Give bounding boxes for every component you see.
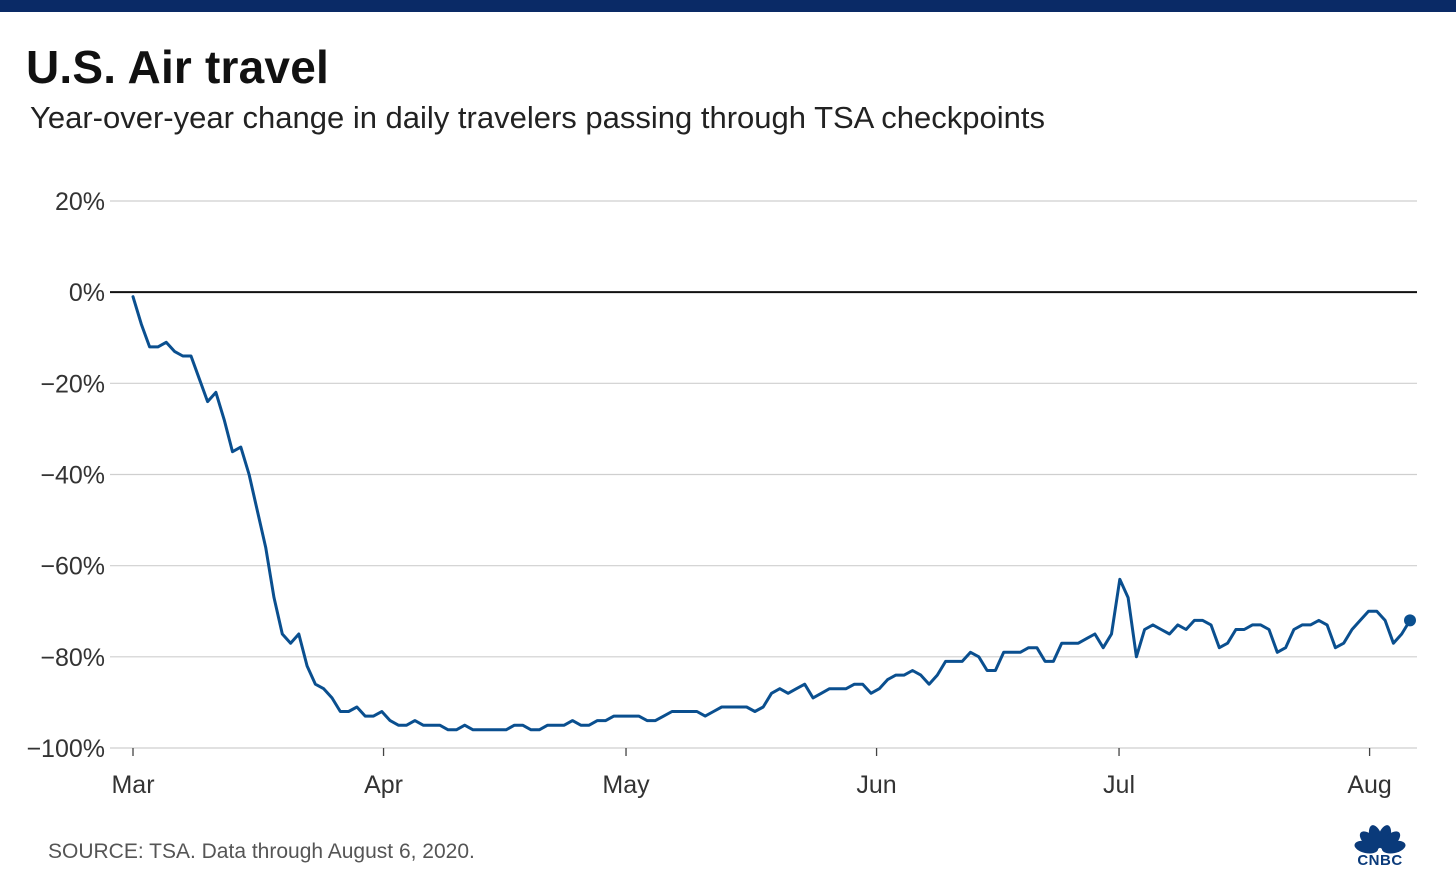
y-tick-label: 20% [55,188,105,216]
y-tick-label: −80% [40,644,105,672]
y-axis-tick-labels: 20% 0% −20% −40% −60% −80% −100% [26,188,105,763]
x-tick-label: Apr [364,771,403,799]
x-axis: Mar Apr May Jun Jul Aug [111,748,1392,799]
x-tick-label: Aug [1347,771,1391,799]
y-tick-label: −40% [40,462,105,490]
y-tick-label: −60% [40,553,105,581]
x-tick-label: Mar [111,771,154,799]
x-tick-label: Jul [1103,771,1135,799]
cnbc-logo-text: CNBC [1357,852,1403,869]
brand-top-bar [0,0,1456,12]
peacock-feather [1381,840,1406,854]
series-end-marker [1404,614,1416,627]
x-tick-label: May [602,771,650,799]
cnbc-peacock-icon [1354,825,1406,854]
y-tick-label: −100% [26,735,105,763]
chart-subtitle: Year-over-year change in daily travelers… [30,100,1045,135]
series-layer [131,295,1416,732]
series-line [131,295,1412,732]
gridlines [110,200,1417,749]
y-tick-label: −20% [40,370,105,398]
x-tick-label: Jun [856,771,896,799]
y-tick-label: 0% [69,279,105,307]
chart-title: U.S. Air travel [26,41,329,93]
source-note: SOURCE: TSA. Data through August 6, 2020… [48,840,475,863]
